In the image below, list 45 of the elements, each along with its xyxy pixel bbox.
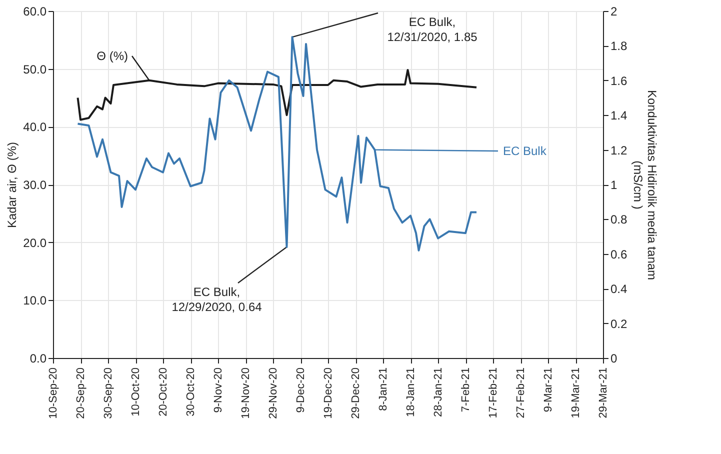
y2-tick-label: 2 <box>610 4 618 18</box>
y-tick-label: 60.0 <box>23 4 47 18</box>
x-tick-label: 20-Sep-20 <box>75 368 87 419</box>
y-axis-title: Kadar air, Θ (%) <box>5 142 20 228</box>
x-tick-label: 9-Mar-21 <box>542 368 554 412</box>
x-tick-label: 9-Nov-20 <box>212 368 224 413</box>
x-tick-label: 19-Nov-20 <box>240 368 252 419</box>
x-tick-label: 29-Nov-20 <box>268 368 280 419</box>
y2-tick-label: 1 <box>610 178 618 192</box>
x-tick-label: 10-Oct-20 <box>130 368 142 416</box>
y2-tick-label: 0.2 <box>610 316 628 331</box>
y-tick-label: 20.0 <box>23 236 47 250</box>
y2-tick-label: 1.2 <box>610 143 628 158</box>
text: EC Bulk <box>503 144 548 158</box>
x-tick-label: 7-Feb-21 <box>460 368 472 412</box>
x-tick-label: 27-Feb-21 <box>515 368 527 418</box>
x-tick-label: 19-Mar-21 <box>570 368 582 418</box>
y2-tick-label: 0.8 <box>610 212 628 227</box>
x-tick-label: 8-Jan-21 <box>378 368 390 411</box>
x-tick-label: 29-Dec-20 <box>350 368 362 419</box>
annotation: EC Bulk, 12/29/2020, 0.64 <box>172 284 262 314</box>
y-tick-label: 40.0 <box>23 120 47 134</box>
x-tick-label: 30-Sep-20 <box>102 368 114 419</box>
x-tick-label: 20-Oct-20 <box>158 368 170 416</box>
y2-tick-label: 0.4 <box>610 282 628 296</box>
y-tick-label: 50.0 <box>23 62 47 76</box>
y-tick-label: 30.0 <box>23 178 47 192</box>
y2-tick-label: 1.8 <box>610 39 628 54</box>
x-tick-label: 17-Feb-21 <box>488 368 500 418</box>
x-tick-label: 18-Jan-21 <box>405 368 417 418</box>
x-tick-label: 10-Sep-20 <box>48 368 60 419</box>
series-label: Θ (%) <box>96 49 128 63</box>
y-tick-label: 10.0 <box>23 294 47 308</box>
x-tick-label: 28-Jan-21 <box>432 368 444 418</box>
y2-tick-label: 1.6 <box>610 74 628 88</box>
annotation: EC Bulk, 12/31/2020, 1.85 <box>387 15 478 44</box>
x-tick-label: 29-Mar-21 <box>598 368 610 418</box>
x-tick-label: 9-Dec-20 <box>295 368 307 413</box>
x-tick-label: 30-Oct-20 <box>185 368 197 416</box>
y-tick-label: 0.0 <box>30 352 47 366</box>
y2-axis-title: Konduktivitas Hidirolik media tanam (mS/cm ) <box>631 90 660 280</box>
y2-tick-label: 1.4 <box>610 108 628 123</box>
y2-tick-label: 0 <box>610 352 618 366</box>
x-tick-label: 19-Dec-20 <box>322 368 334 419</box>
y2-tick-label: 0.6 <box>610 247 628 262</box>
